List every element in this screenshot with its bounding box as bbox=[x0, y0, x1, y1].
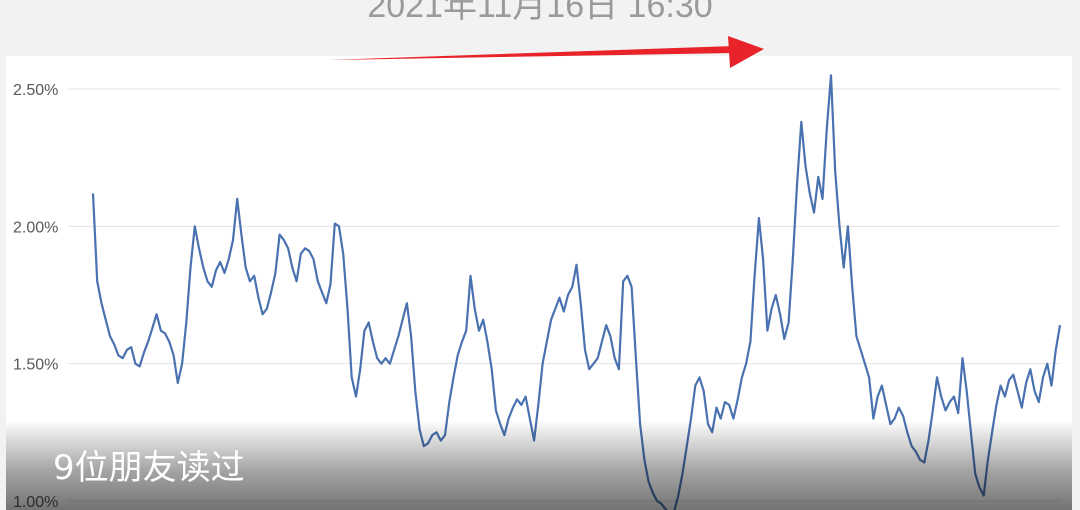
readers-count-text: 9位朋友读过 bbox=[53, 448, 245, 488]
y-tick-label: 2.00% bbox=[13, 219, 58, 236]
arrow-shaft bbox=[328, 46, 734, 60]
arrow-head bbox=[728, 36, 764, 68]
line-chart: 1.00%1.50%2.00%2.50% bbox=[13, 36, 1062, 510]
series-line bbox=[91, 74, 1062, 510]
red-arrow-annotation bbox=[328, 36, 764, 68]
y-tick-label: 1.50% bbox=[13, 357, 58, 374]
bottom-gradient-overlay bbox=[6, 420, 1072, 510]
series-group bbox=[91, 74, 1062, 510]
header-datetime: 2021年11月16日 16:30 bbox=[367, 0, 713, 25]
y-tick-label: 2.50% bbox=[13, 82, 58, 99]
